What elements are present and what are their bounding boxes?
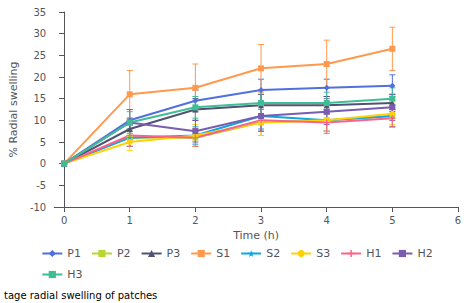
svg-text:-10: -10 [30, 202, 46, 213]
svg-text:tage radial swelling of patche: tage radial swelling of patches [4, 290, 157, 301]
svg-text:S2: S2 [266, 247, 280, 260]
svg-text:-5: -5 [36, 180, 46, 191]
svg-text:H2: H2 [417, 247, 432, 260]
svg-text:25: 25 [33, 50, 46, 61]
svg-text:5: 5 [389, 215, 395, 226]
svg-text:6: 6 [455, 215, 461, 226]
svg-text:30: 30 [33, 28, 46, 39]
svg-text:H1: H1 [366, 247, 381, 260]
svg-text:Time (h): Time (h) [232, 229, 279, 242]
svg-text:0: 0 [61, 215, 67, 226]
svg-text:15: 15 [33, 93, 46, 104]
svg-text:1: 1 [127, 215, 133, 226]
svg-text:H3: H3 [67, 268, 82, 281]
svg-text:P2: P2 [117, 247, 131, 260]
svg-text:5: 5 [40, 137, 46, 148]
svg-text:0: 0 [40, 158, 46, 169]
svg-text:3: 3 [258, 215, 264, 226]
svg-text:S1: S1 [216, 247, 230, 260]
svg-text:20: 20 [33, 72, 46, 83]
svg-text:10: 10 [33, 115, 46, 126]
svg-text:P3: P3 [167, 247, 181, 260]
svg-text:4: 4 [324, 215, 330, 226]
svg-text:35: 35 [33, 7, 46, 18]
svg-text:S3: S3 [316, 247, 330, 260]
svg-text:P1: P1 [67, 247, 81, 260]
svg-text:% Radial swelling: % Radial swelling [7, 61, 20, 157]
svg-text:2: 2 [192, 215, 198, 226]
